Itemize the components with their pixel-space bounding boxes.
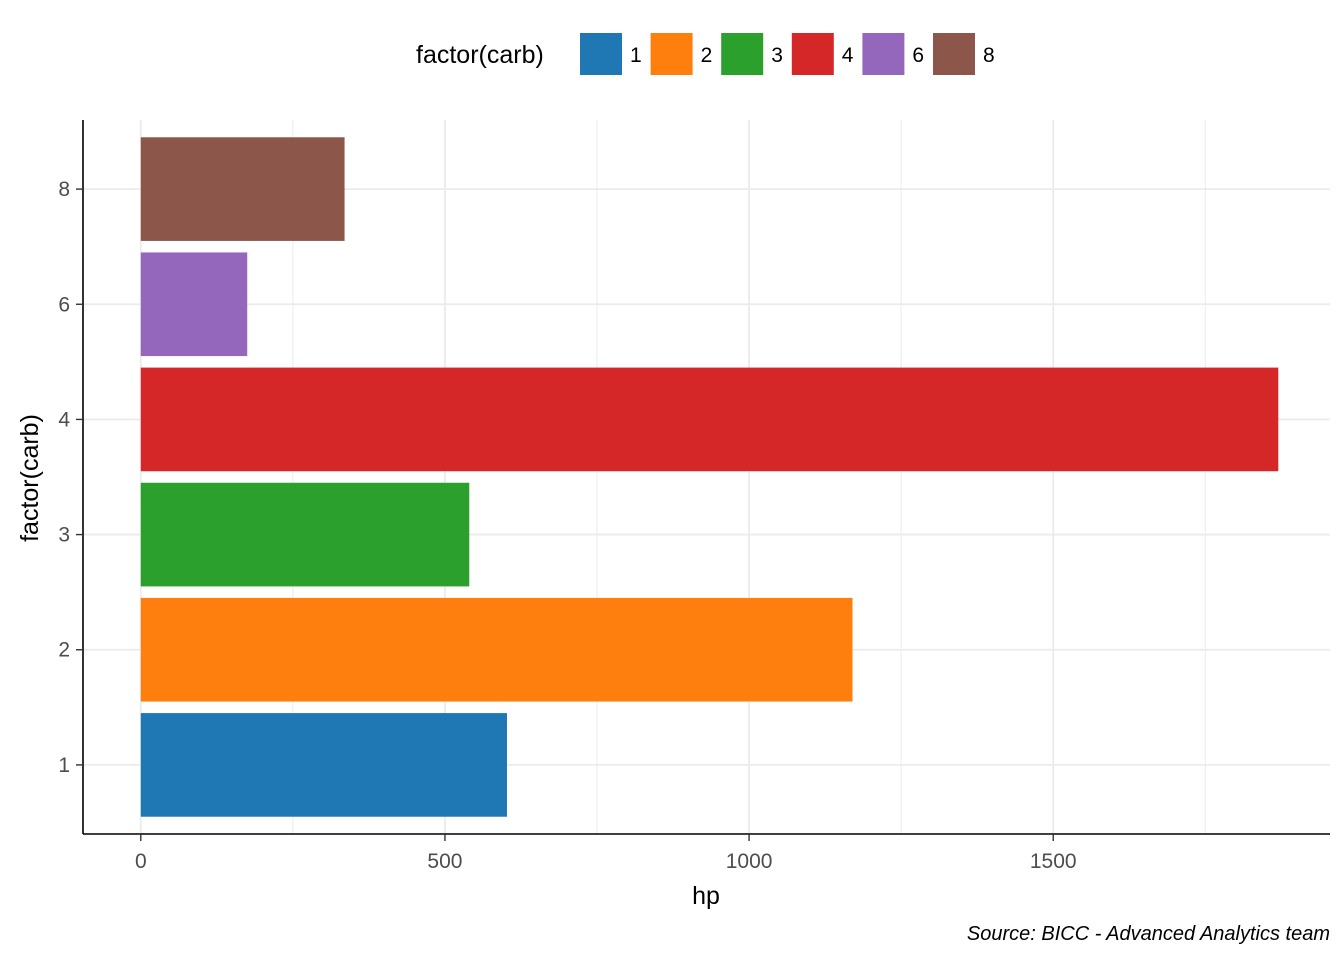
x-tick-label: 0	[135, 850, 147, 873]
tick-marks-and-labels: 0 500 1000 1500 1 2 3 4 6 8	[58, 178, 1076, 873]
y-tick-label: 2	[58, 639, 70, 662]
bars	[140, 137, 1279, 817]
legend-key-1	[580, 33, 622, 75]
legend: factor(carb) 1 2 3 4 6 8	[416, 33, 995, 75]
x-tick-label: 1500	[1030, 850, 1077, 873]
bar-carb-1	[140, 713, 507, 817]
axes	[82, 120, 1330, 835]
legend-title: factor(carb)	[416, 41, 544, 69]
bar-carb-6	[140, 252, 248, 357]
legend-key-4	[791, 33, 834, 75]
x-axis-title: hp	[692, 882, 720, 910]
y-tick-label: 1	[58, 754, 70, 777]
legend-label: 6	[912, 44, 924, 67]
bar-carb-8	[140, 137, 345, 241]
y-tick-label: 4	[58, 408, 70, 431]
bar-carb-3	[140, 482, 470, 587]
y-tick-label: 8	[58, 178, 70, 201]
caption: Source: BICC - Advanced Analytics team	[967, 923, 1330, 945]
legend-label: 8	[983, 44, 995, 67]
bar-carb-4	[140, 367, 1279, 472]
x-tick-label: 500	[427, 850, 462, 873]
legend-key-6	[862, 33, 905, 75]
y-tick-label: 3	[58, 524, 70, 547]
legend-label: 1	[630, 44, 642, 67]
legend-key-2	[650, 33, 693, 75]
x-tick-label: 1000	[726, 850, 773, 873]
legend-key-3	[721, 33, 764, 75]
legend-label: 2	[701, 44, 713, 67]
legend-label: 4	[842, 44, 854, 67]
y-axis-title: factor(carb)	[16, 414, 44, 542]
legend-key-8	[933, 33, 975, 75]
legend-label: 3	[771, 44, 783, 67]
y-tick-label: 6	[58, 293, 70, 316]
bar-carb-2	[140, 597, 853, 702]
